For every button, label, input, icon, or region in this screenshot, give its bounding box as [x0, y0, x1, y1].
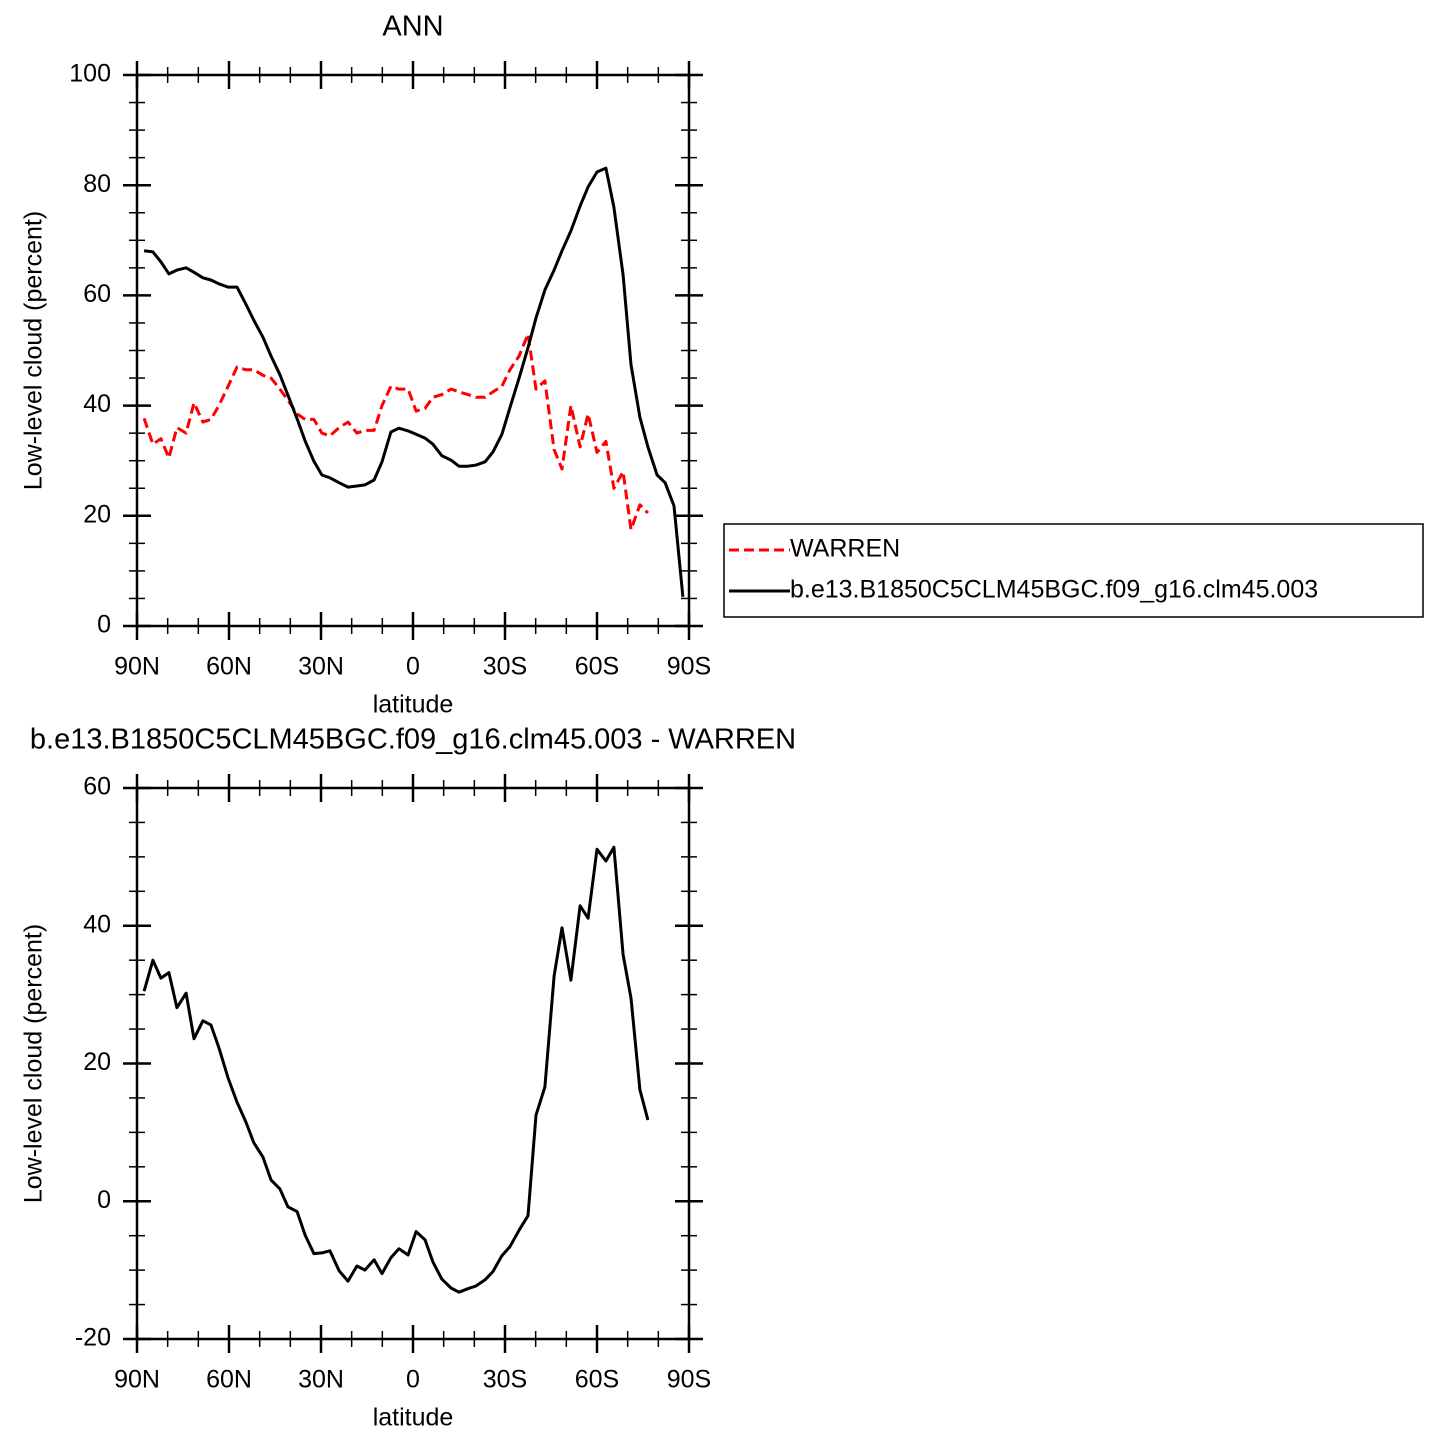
- chart-title: b.e13.B1850C5CLM45BGC.f09_g16.clm45.003 …: [30, 724, 796, 756]
- plot-frame: [135, 73, 691, 628]
- y-tick-label: 60: [83, 773, 111, 801]
- y-tick-label: 0: [97, 1186, 111, 1214]
- x-tick-label: 60N: [206, 1366, 252, 1394]
- x-tick-label: 90N: [114, 1366, 160, 1394]
- plot-frame: [135, 786, 691, 1341]
- x-tick-label: 90S: [667, 653, 711, 681]
- x-tick-label: 0: [406, 653, 420, 681]
- y-tick-label: 40: [83, 910, 111, 938]
- x-axis-label: latitude: [373, 1404, 454, 1432]
- x-tick-label: 30N: [298, 653, 344, 681]
- legend-label: WARREN: [790, 535, 900, 563]
- y-tick-label: 0: [97, 611, 111, 639]
- x-tick-label: 0: [406, 1366, 420, 1394]
- x-axis-label: latitude: [373, 691, 454, 719]
- x-tick-label: 90S: [667, 1366, 711, 1394]
- y-tick-label: 100: [69, 60, 111, 88]
- series-line: [142, 332, 649, 532]
- x-tick-label: 90N: [114, 653, 160, 681]
- series-line: [143, 166, 685, 597]
- y-axis-label: Low-level cloud (percent): [20, 211, 48, 490]
- y-tick-label: 80: [83, 170, 111, 198]
- y-axis-label: Low-level cloud (percent): [20, 924, 48, 1203]
- x-tick-label: 60N: [206, 653, 252, 681]
- x-tick-label: 30N: [298, 1366, 344, 1394]
- y-tick-label: 40: [83, 390, 111, 418]
- y-tick-label: 20: [83, 1048, 111, 1076]
- chart-title: ANN: [382, 11, 443, 43]
- x-tick-label: 30S: [483, 653, 527, 681]
- x-tick-label: 30S: [483, 1366, 527, 1394]
- y-tick-label: 20: [83, 500, 111, 528]
- series-line: [142, 845, 650, 1294]
- legend-label: b.e13.B1850C5CLM45BGC.f09_g16.clm45.003: [790, 576, 1318, 604]
- legend-box: [723, 523, 1424, 618]
- y-tick-label: -20: [75, 1324, 111, 1352]
- x-tick-label: 60S: [575, 1366, 619, 1394]
- y-tick-label: 60: [83, 280, 111, 308]
- x-tick-label: 60S: [575, 653, 619, 681]
